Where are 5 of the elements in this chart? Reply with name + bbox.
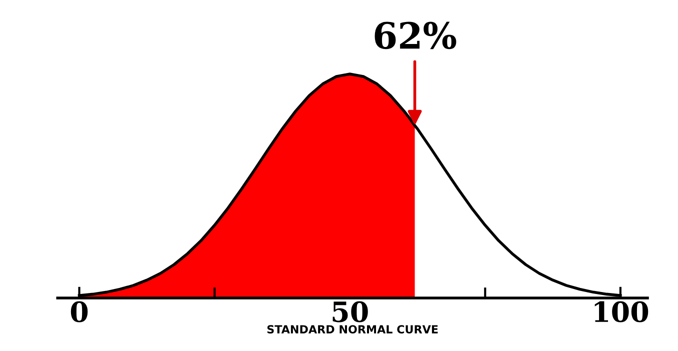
x-tick-label: 100 [594, 301, 648, 322]
x-tick-label: 50 [332, 301, 368, 322]
x-axis-title: STANDARD NORMAL CURVE [267, 325, 438, 334]
x-tick-label: 0 [70, 301, 88, 322]
annotation: 62% [374, 22, 456, 50]
